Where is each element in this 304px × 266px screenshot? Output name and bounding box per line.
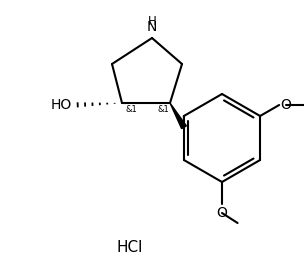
Text: O: O xyxy=(280,98,291,112)
Text: N: N xyxy=(147,20,157,34)
Text: O: O xyxy=(216,206,227,220)
Text: H: H xyxy=(148,15,156,28)
Text: &1: &1 xyxy=(125,105,137,114)
Text: &1: &1 xyxy=(157,105,169,114)
Text: HCl: HCl xyxy=(117,240,143,256)
Polygon shape xyxy=(170,103,186,129)
Text: HO: HO xyxy=(51,98,72,112)
